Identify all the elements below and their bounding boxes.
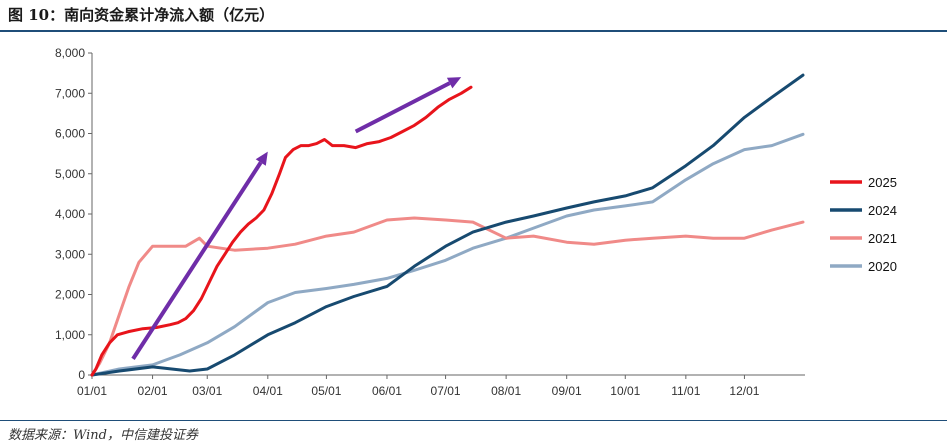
- x-tick-label: 12/01: [729, 384, 759, 398]
- x-tick-label: 10/01: [610, 384, 640, 398]
- source-divider: [0, 420, 947, 421]
- x-tick-label: 08/01: [491, 384, 521, 398]
- series-line-2024: [90, 73, 805, 377]
- legend-label-2021: 2021: [868, 231, 897, 246]
- trend-arrow-head: [255, 151, 268, 166]
- trend-arrow-shaft: [131, 161, 263, 360]
- title-divider: [0, 30, 947, 32]
- y-tick-label: 2,000: [55, 288, 85, 302]
- x-axis-tick-labels: 01/01 02/01 03/01 04/01 05/01 06/01 07/01 08/01…: [77, 384, 760, 398]
- x-tick-label: 07/01: [431, 384, 461, 398]
- x-tick-label: 11/01: [671, 384, 700, 398]
- y-tick-label: 1,000: [55, 328, 85, 342]
- y-tick-label: 4,000: [55, 207, 85, 221]
- trend-arrow-head: [446, 77, 462, 89]
- y-axis-tick-labels: 0 1,000 2,000 3,000 4,000 5,000 6,000 7,000 8,00…: [55, 46, 85, 382]
- figure-title: 图 10：南向资金累计净流入额（亿元）: [8, 6, 275, 24]
- x-tick-label: 03/01: [192, 384, 222, 398]
- trend-arrow-shaft: [354, 81, 451, 134]
- line-chart: 0 1,000 2,000 3,000 4,000 5,000 6,000 7,000 8,00…: [55, 46, 897, 398]
- legend-label-2020: 2020: [868, 259, 897, 274]
- y-tick-label: 3,000: [55, 247, 85, 261]
- x-tick-label: 05/01: [311, 384, 341, 398]
- series-line-2020: [90, 132, 805, 377]
- chart-legend: 2025 2024 2021 2020: [830, 175, 897, 274]
- trend-arrows: [131, 77, 462, 360]
- source-note: 数据来源：Wind，中信建投证券: [8, 428, 198, 443]
- x-tick-label: 09/01: [552, 384, 582, 398]
- x-tick-label: 02/01: [138, 384, 168, 398]
- legend-label-2025: 2025: [868, 175, 897, 190]
- legend-label-2024: 2024: [868, 203, 897, 218]
- x-tick-label: 01/01: [77, 384, 107, 398]
- y-tick-label: 6,000: [55, 127, 85, 141]
- y-tick-label: 8,000: [55, 46, 85, 60]
- x-tick-label: 04/01: [253, 384, 283, 398]
- y-tick-label: 5,000: [55, 167, 85, 181]
- series-line-2021: [90, 216, 805, 377]
- y-tick-label: 7,000: [55, 86, 85, 100]
- x-tick-label: 06/01: [372, 384, 402, 398]
- y-tick-label: 0: [78, 368, 85, 382]
- series-lines: [90, 73, 805, 377]
